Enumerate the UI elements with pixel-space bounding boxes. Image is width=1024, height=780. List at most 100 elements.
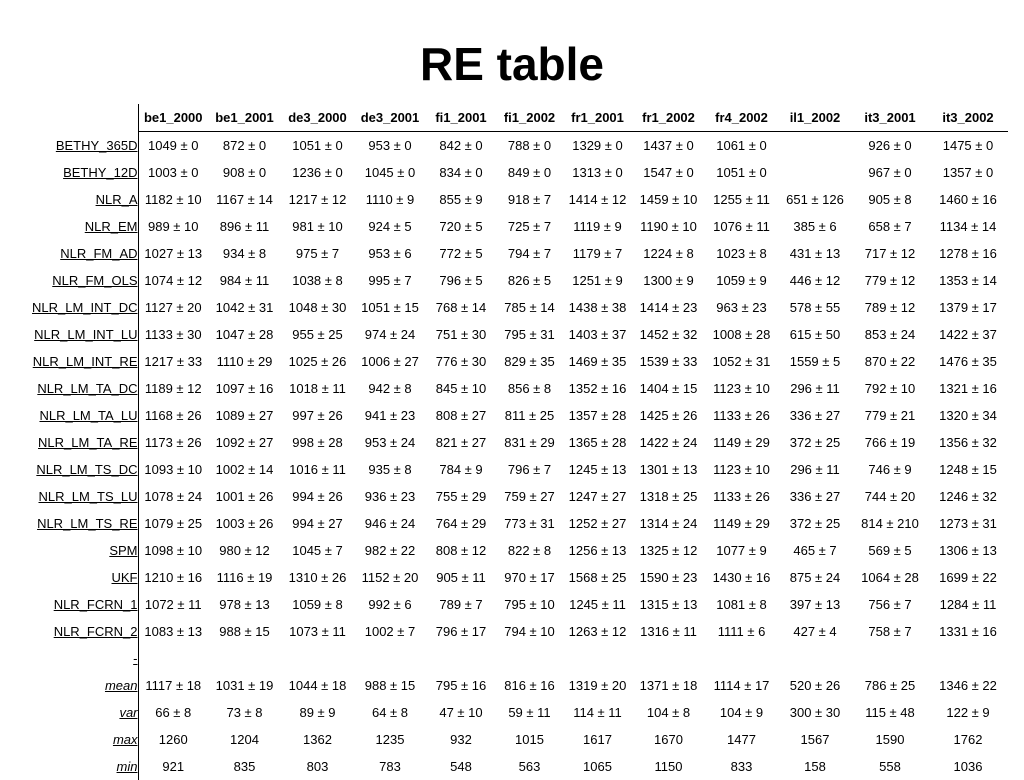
row-label: NLR_A xyxy=(95,192,138,207)
cell: 1038 ± 8 xyxy=(292,273,343,288)
cell: 720 ± 5 xyxy=(439,219,483,234)
table-row: NLR_LM_TA_LU 1168 ± 26 1089 ± 27 997 ± 26 94… xyxy=(0,402,1008,429)
cell: 558 xyxy=(879,759,901,774)
cell: 1089 ± 27 xyxy=(215,408,274,423)
table-row: NLR_LM_TS_RE 1079 ± 25 1003 ± 26 994 ± 27 94… xyxy=(0,510,1008,537)
cell: 104 ± 8 xyxy=(646,705,691,720)
cell: 1255 ± 11 xyxy=(713,192,770,207)
cell xyxy=(281,645,354,672)
cell: 1438 ± 38 xyxy=(568,300,627,315)
cell: 1590 xyxy=(875,732,905,747)
table-row: var 66 ± 8 73 ± 8 89 ± 9 64 ± 8 47 ± 10 59 ± 1… xyxy=(0,699,1008,726)
cell: 946 ± 24 xyxy=(364,516,416,531)
cell: 651 ± 126 xyxy=(786,192,844,207)
cell: 1001 ± 26 xyxy=(215,489,274,504)
cell: 1256 ± 13 xyxy=(568,543,627,558)
cell: 953 ± 6 xyxy=(368,246,412,261)
cell: 1149 ± 29 xyxy=(713,516,770,531)
cell: 1111 ± 6 xyxy=(717,624,766,639)
cell: 1217 ± 33 xyxy=(137,348,208,375)
cell: 104 ± 9 xyxy=(719,705,764,720)
cell: 833 xyxy=(730,759,753,774)
cell: 905 ± 11 xyxy=(436,570,486,585)
cell: 953 ± 0 xyxy=(368,138,412,153)
cell xyxy=(778,645,852,672)
table-row: NLR_LM_TS_DC 1093 ± 10 1002 ± 14 1016 ± 11 9… xyxy=(0,456,1008,483)
cell: 1018 ± 11 xyxy=(289,381,346,396)
cell: 1045 ± 0 xyxy=(364,165,416,180)
cell: 967 ± 0 xyxy=(868,165,912,180)
cell: 984 ± 11 xyxy=(219,273,270,288)
cell: 1079 ± 25 xyxy=(137,510,208,537)
cell: 1263 ± 12 xyxy=(568,624,627,639)
cell: 934 ± 8 xyxy=(222,246,267,261)
cell: 446 ± 12 xyxy=(789,273,841,288)
cell: 1110 ± 29 xyxy=(216,354,273,369)
cell: 1027 ± 13 xyxy=(137,240,208,267)
cell: 1306 ± 13 xyxy=(939,543,997,558)
column-header: de3_2001 xyxy=(354,104,426,132)
cell: 66 ± 8 xyxy=(137,699,208,726)
cell: 746 ± 9 xyxy=(868,462,912,477)
cell: 755 ± 29 xyxy=(435,489,487,504)
cell: 1477 xyxy=(727,732,756,747)
re-table: be1_2000 be1_2001 de3_2000 de3_2001 fi1_2001… xyxy=(0,104,1008,780)
cell: 1015 xyxy=(515,732,544,747)
row-label: NLR_EM xyxy=(84,219,138,234)
cell: 1476 ± 35 xyxy=(939,354,997,369)
cell: 1236 ± 0 xyxy=(292,165,343,180)
cell: 1083 ± 13 xyxy=(137,618,208,645)
cell: 1224 ± 8 xyxy=(643,246,694,261)
cell: 1469 ± 35 xyxy=(568,354,627,369)
cell: 725 ± 7 xyxy=(507,219,552,234)
cell: 615 ± 50 xyxy=(789,327,841,342)
column-header: fi1_2001 xyxy=(426,104,496,132)
cell: 1425 ± 26 xyxy=(639,408,698,423)
cell xyxy=(778,159,852,186)
cell: 1313 ± 0 xyxy=(572,165,623,180)
cell: 1042 ± 31 xyxy=(215,300,274,315)
row-label: NLR_LM_TA_RE xyxy=(38,435,138,450)
cell: 1762 xyxy=(953,732,983,747)
cell: 776 ± 30 xyxy=(435,354,487,369)
cell: 796 ± 17 xyxy=(435,624,487,639)
table-row: mean 1117 ± 18 1031 ± 19 1044 ± 18 988 ± 15 7… xyxy=(0,672,1008,699)
row-label: NLR_LM_TS_RE xyxy=(37,516,138,531)
cell: 845 ± 10 xyxy=(435,381,487,396)
cell: 796 ± 7 xyxy=(507,462,552,477)
cell: 1179 ± 7 xyxy=(572,246,623,261)
cell: 970 ± 17 xyxy=(504,570,555,585)
cell: 788 ± 0 xyxy=(507,138,552,153)
table-row: NLR_A 1182 ± 10 1167 ± 14 1217 ± 12 1110 ± 9… xyxy=(0,186,1008,213)
cell: 1699 ± 22 xyxy=(939,570,997,585)
cell: 1023 ± 8 xyxy=(716,246,767,261)
cell: 1051 ± 15 xyxy=(361,300,419,315)
cell xyxy=(705,645,778,672)
cell: 1049 ± 0 xyxy=(137,131,208,159)
cell: 998 ± 28 xyxy=(292,435,343,450)
cell: 520 ± 26 xyxy=(789,678,841,693)
cell xyxy=(928,645,1008,672)
cell: 1539 ± 33 xyxy=(639,354,698,369)
cell: 1316 ± 11 xyxy=(640,624,697,639)
row-label: NLR_FM_AD xyxy=(60,246,138,261)
cell: 989 ± 10 xyxy=(137,213,208,240)
row-label: NLR_LM_INT_RE xyxy=(32,354,138,369)
cell: 1452 ± 32 xyxy=(639,327,698,342)
cell: 816 ± 16 xyxy=(504,678,555,693)
cell: 1065 xyxy=(583,759,612,774)
table-row: SPM 1098 ± 10 980 ± 12 1045 ± 7 982 ± 22 808 … xyxy=(0,537,1008,564)
table-row: BETHY_12D 1003 ± 0 908 ± 0 1236 ± 0 1045 ± 0… xyxy=(0,159,1008,186)
cell: 786 ± 25 xyxy=(864,678,916,693)
column-header: fr1_2001 xyxy=(563,104,632,132)
cell: 1149 ± 29 xyxy=(713,435,770,450)
cell: 908 ± 0 xyxy=(222,165,267,180)
cell: 1133 ± 26 xyxy=(713,489,770,504)
cell: 1251 ± 9 xyxy=(572,273,623,288)
cell: 1318 ± 25 xyxy=(639,489,698,504)
cell: 1414 ± 12 xyxy=(568,192,627,207)
cell: 1044 ± 18 xyxy=(288,678,347,693)
cell: 764 ± 29 xyxy=(435,516,487,531)
cell: 1002 ± 7 xyxy=(364,624,416,639)
cell: 1052 ± 31 xyxy=(712,354,771,369)
